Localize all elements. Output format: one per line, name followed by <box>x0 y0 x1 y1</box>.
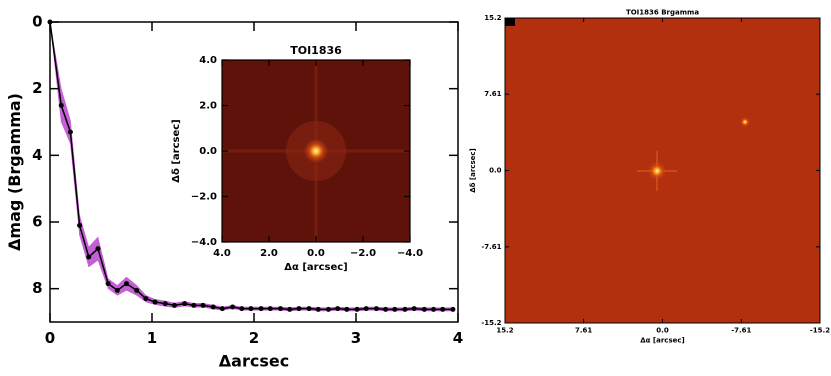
y-tick-label: −4.0 <box>191 237 217 248</box>
data-point <box>392 306 398 312</box>
y-tick-label: 4.0 <box>199 55 217 66</box>
x-tick-label: 1 <box>147 329 157 347</box>
data-point <box>152 299 158 305</box>
x-tick-label: 0.0 <box>656 327 669 335</box>
data-point <box>191 302 197 308</box>
y-tick-label: 0.0 <box>489 167 502 175</box>
data-point <box>450 306 456 312</box>
x-axis-label: Δα [arcsec] <box>640 337 684 345</box>
y-tick-label: 15.2 <box>484 14 501 22</box>
x-tick-label: 2.0 <box>260 248 278 259</box>
data-point <box>278 306 284 312</box>
y-axis-label: Δδ [arcsec] <box>171 119 182 183</box>
data-point <box>335 306 341 312</box>
y-tick-label: 7.61 <box>484 90 501 98</box>
data-point <box>296 306 302 312</box>
data-point <box>219 306 225 312</box>
data-point <box>248 306 254 312</box>
data-point <box>267 306 273 312</box>
y-tick-label: 2.0 <box>199 101 217 112</box>
data-point <box>325 306 331 312</box>
data-point <box>431 306 437 312</box>
x-tick-label: 4.0 <box>213 248 231 259</box>
y-axis-label: Δδ [arcsec] <box>469 148 477 192</box>
data-point <box>171 302 177 308</box>
inset-image <box>222 60 410 242</box>
data-point <box>67 129 73 135</box>
data-point <box>373 306 379 312</box>
x-tick-label: 7.61 <box>575 327 592 335</box>
y-tick-label: 8 <box>32 279 42 297</box>
x-tick-label: -15.2 <box>810 327 830 335</box>
x-tick-label: −2.0 <box>350 248 376 259</box>
data-point <box>210 304 216 310</box>
x-tick-label: -7.61 <box>731 327 751 335</box>
error-band <box>60 88 71 144</box>
data-point <box>114 287 120 293</box>
y-tick-label: 2 <box>32 79 42 97</box>
data-point <box>182 301 188 307</box>
data-point <box>383 306 389 312</box>
data-point <box>363 306 369 312</box>
data-point <box>306 306 312 312</box>
y-tick-label: -7.61 <box>481 243 501 251</box>
x-tick-label: 2 <box>249 329 259 347</box>
x-tick-label: 15.2 <box>496 327 513 335</box>
y-tick-label: −2.0 <box>191 192 217 203</box>
main-image <box>505 18 820 323</box>
x-tick-label: 4 <box>453 329 463 347</box>
data-point <box>411 306 417 312</box>
chart-title: TOI1836 <box>290 44 342 57</box>
y-tick-label: -15.2 <box>481 319 501 327</box>
data-point <box>58 102 64 108</box>
x-axis-label: Δα [arcsec] <box>284 262 348 273</box>
x-tick-label: 0 <box>45 329 55 347</box>
data-point <box>134 287 140 293</box>
data-point <box>143 296 149 302</box>
x-tick-label: 3 <box>351 329 361 347</box>
chart-title: TOI1836 Brgamma <box>626 8 699 16</box>
data-point <box>315 306 321 312</box>
data-point <box>354 306 360 312</box>
data-point <box>440 306 446 312</box>
data-point <box>402 306 408 312</box>
x-tick-label: −4.0 <box>397 248 423 259</box>
y-tick-label: 0.0 <box>199 146 217 157</box>
data-point <box>200 302 206 308</box>
data-point <box>95 246 101 252</box>
x-axis-label: Δarcsec <box>219 352 289 371</box>
y-tick-label: 0 <box>32 13 42 31</box>
data-point <box>105 281 111 287</box>
y-tick-label: 4 <box>32 146 42 164</box>
data-point <box>162 301 168 307</box>
data-point <box>287 306 293 312</box>
y-tick-label: 6 <box>32 213 42 231</box>
data-point <box>239 306 245 312</box>
x-tick-label: 0.0 <box>307 248 325 259</box>
data-point <box>77 222 83 228</box>
data-point <box>124 281 129 287</box>
data-point <box>344 306 350 312</box>
data-point <box>258 306 264 312</box>
data-point <box>421 306 427 312</box>
data-point <box>86 254 92 260</box>
data-point <box>230 304 236 310</box>
y-axis-label: Δmag (Brgamma) <box>5 93 24 251</box>
